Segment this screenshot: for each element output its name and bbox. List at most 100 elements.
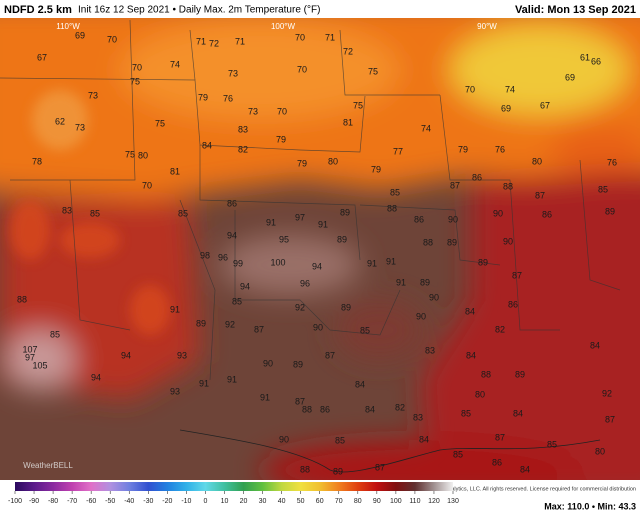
temperature-label: 94 (121, 350, 131, 360)
colorbar-tick-label: 70 (335, 498, 343, 505)
credit: © 2021 WeatherBELL Analytics, LLC. All r… (390, 485, 636, 492)
temperature-label: 89 (293, 359, 303, 369)
temperature-label: 77 (393, 146, 403, 156)
temperature-label: 79 (297, 158, 307, 168)
temperature-label: 100 (270, 257, 285, 267)
temperature-label: 91 (227, 374, 237, 384)
temperature-label: 91 (170, 304, 180, 314)
temperature-label: 87 (254, 324, 264, 334)
colorbar-tick-label: 0 (203, 498, 207, 505)
temperature-label: 87 (535, 190, 545, 200)
temperature-label: 99 (233, 258, 243, 268)
temperature-label: 86 (472, 172, 482, 182)
colorbar-tick-label: 60 (316, 498, 324, 505)
map (0, 18, 640, 480)
temperature-label: 69 (501, 103, 511, 113)
colorbar-tick-label: -70 (67, 498, 77, 505)
temperature-label: 85 (178, 208, 188, 218)
temperature-label: 76 (607, 157, 617, 167)
temperature-label: 86 (414, 214, 424, 224)
temperature-label: 70 (277, 106, 287, 116)
temperature-label: 74 (421, 123, 431, 133)
temperature-label: 85 (50, 329, 60, 339)
temperature-label: 82 (495, 324, 505, 334)
colorbar-tick-label: -10 (181, 498, 191, 505)
temperature-label: 92 (602, 388, 612, 398)
colorbar: -100 -90 -80 -70 -60 -50 -40 -30 -20 -10 0 10 20 30 40… (8, 482, 459, 505)
temperature-label: 93 (177, 350, 187, 360)
temperature-label: 84 (513, 408, 523, 418)
temperature-label: 84 (520, 464, 530, 474)
temperature-label: 89 (333, 466, 343, 476)
temperature-label: 88 (300, 464, 310, 474)
temperature-label: 80 (595, 446, 605, 456)
temperature-label: 84 (365, 404, 375, 414)
temperature-label: 87 (295, 396, 305, 406)
temperature-label: 87 (495, 432, 505, 442)
temperature-label: 84 (355, 379, 365, 389)
temperature-label: 91 (266, 217, 276, 227)
colorbar-tick-label: 130 (447, 498, 459, 505)
temperature-label: 88 (481, 369, 491, 379)
temperature-label: 89 (337, 234, 347, 244)
temperature-label: 78 (32, 156, 42, 166)
temperature-label: 84 (466, 350, 476, 360)
product-name: NDFD 2.5 km (4, 4, 72, 16)
colorbar-tick-label: 20 (240, 498, 248, 505)
temperature-label: 89 (340, 207, 350, 217)
temperature-label: 85 (390, 187, 400, 197)
longitude-label: 110°W (56, 22, 80, 31)
temperature-label: 89 (196, 318, 206, 328)
temperature-label: 62 (55, 116, 65, 126)
temperature-label: 90 (263, 358, 273, 368)
longitude-label: 100°W (271, 22, 296, 31)
temperature-label: 90 (416, 311, 426, 321)
temperature-label: 93 (170, 386, 180, 396)
temperature-label: 73 (228, 68, 238, 78)
temperature-label: 94 (240, 281, 250, 291)
temperature-label: 88 (387, 203, 397, 213)
temperature-label: 91 (386, 256, 396, 266)
temperature-label: 89 (420, 277, 430, 287)
temperature-field (0, 18, 640, 480)
temperature-label: 70 (107, 34, 117, 44)
temperature-label: 84 (465, 306, 475, 316)
temperature-label: 81 (170, 166, 180, 176)
temperature-label: 85 (90, 208, 100, 218)
temperature-label: 86 (227, 198, 237, 208)
temperature-label: 88 (423, 237, 433, 247)
colorbar-tick-label: -30 (143, 498, 153, 505)
temperature-label: 90 (313, 322, 323, 332)
temperature-label: 82 (395, 402, 405, 412)
temperature-label: 87 (450, 180, 460, 190)
temperature-label: 94 (312, 261, 322, 271)
temperature-label: 85 (335, 435, 345, 445)
colorbar-tick-label: 100 (390, 498, 402, 505)
temperature-label: 84 (419, 434, 429, 444)
temperature-label: 75 (125, 149, 135, 159)
temperature-label: 76 (223, 93, 233, 103)
temperature-label: 86 (492, 457, 502, 467)
colorbar-tick-label: -20 (162, 498, 172, 505)
colorbar-tick-label: 80 (354, 498, 362, 505)
colorbar-tick-label: 50 (297, 498, 305, 505)
temperature-label: 98 (200, 250, 210, 260)
temperature-label: 71 (196, 36, 206, 46)
temperature-label: 91 (199, 378, 209, 388)
temperature-label: 67 (37, 52, 47, 62)
temperature-label: 83 (238, 124, 248, 134)
temperature-label: 85 (453, 449, 463, 459)
temperature-label: 85 (232, 296, 242, 306)
temperature-label: 71 (325, 32, 335, 42)
colorbar-tick-label: 90 (373, 498, 381, 505)
temperature-label: 85 (547, 439, 557, 449)
temperature-label: 90 (493, 208, 503, 218)
temperature-label: 74 (505, 84, 515, 94)
temperature-label: 88 (302, 404, 312, 414)
colorbar-tick-label: 40 (278, 498, 286, 505)
temperature-label: 89 (447, 237, 457, 247)
temperature-label: 74 (170, 59, 180, 69)
temperature-label: 91 (260, 392, 270, 402)
